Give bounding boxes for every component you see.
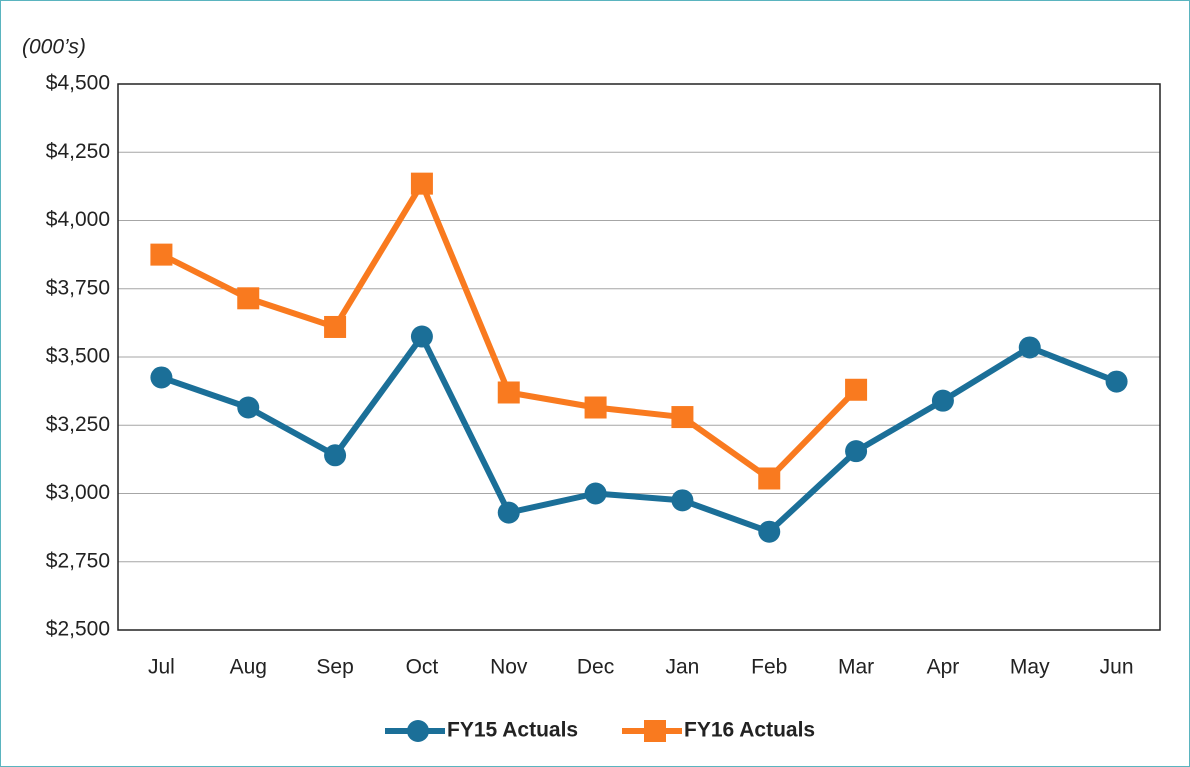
x-tick-label: Apr [927, 656, 960, 679]
y-tick-label: $3,000 [46, 481, 110, 504]
series-line [160, 333, 1118, 535]
y-tick-label: $3,500 [46, 345, 110, 368]
y-tick-label: $3,750 [46, 276, 110, 299]
legend-label: FY15 Actuals [447, 719, 578, 742]
data-point [845, 378, 868, 401]
data-point [758, 520, 781, 543]
y-tick-label: $2,500 [46, 618, 110, 641]
x-tick-label: Nov [490, 656, 528, 679]
x-tick-label: Feb [751, 656, 787, 679]
y-tick-label: $4,000 [46, 208, 110, 231]
x-tick-label: Aug [230, 656, 267, 679]
data-point [497, 501, 520, 524]
data-point [845, 440, 868, 463]
x-tick-label: Jan [665, 656, 699, 679]
x-tick-label: Jun [1100, 656, 1134, 679]
plot-frame [117, 83, 1161, 631]
data-point [324, 444, 347, 467]
data-point [324, 315, 347, 338]
x-tick-label: Mar [838, 656, 874, 679]
data-point [410, 325, 433, 348]
x-tick-label: Sep [316, 656, 353, 679]
legend-label: FY16 Actuals [684, 719, 815, 742]
data-point [584, 482, 607, 505]
x-tick-label: Jul [148, 656, 175, 679]
data-point [150, 366, 173, 389]
data-point [931, 389, 954, 412]
x-tick-label: Dec [577, 656, 614, 679]
y-tick-label: $3,250 [46, 413, 110, 436]
data-point [150, 243, 173, 266]
y-tick-label: $4,250 [46, 140, 110, 163]
data-point [237, 287, 260, 310]
data-point [758, 467, 781, 490]
x-tick-label: May [1010, 656, 1050, 679]
data-point [584, 396, 607, 419]
legend-marker [644, 720, 666, 742]
y-tick-label: $4,500 [46, 72, 110, 95]
data-point [237, 396, 260, 419]
data-point [671, 406, 694, 429]
y-tick-label: $2,750 [46, 549, 110, 572]
data-point [1105, 370, 1128, 393]
y-axis-label: (000’s) [22, 36, 86, 59]
legend-marker [407, 720, 429, 742]
x-tick-label: Oct [406, 656, 439, 679]
data-point [671, 489, 694, 512]
data-point [1018, 336, 1041, 359]
data-point [497, 381, 520, 404]
data-point [410, 172, 433, 195]
